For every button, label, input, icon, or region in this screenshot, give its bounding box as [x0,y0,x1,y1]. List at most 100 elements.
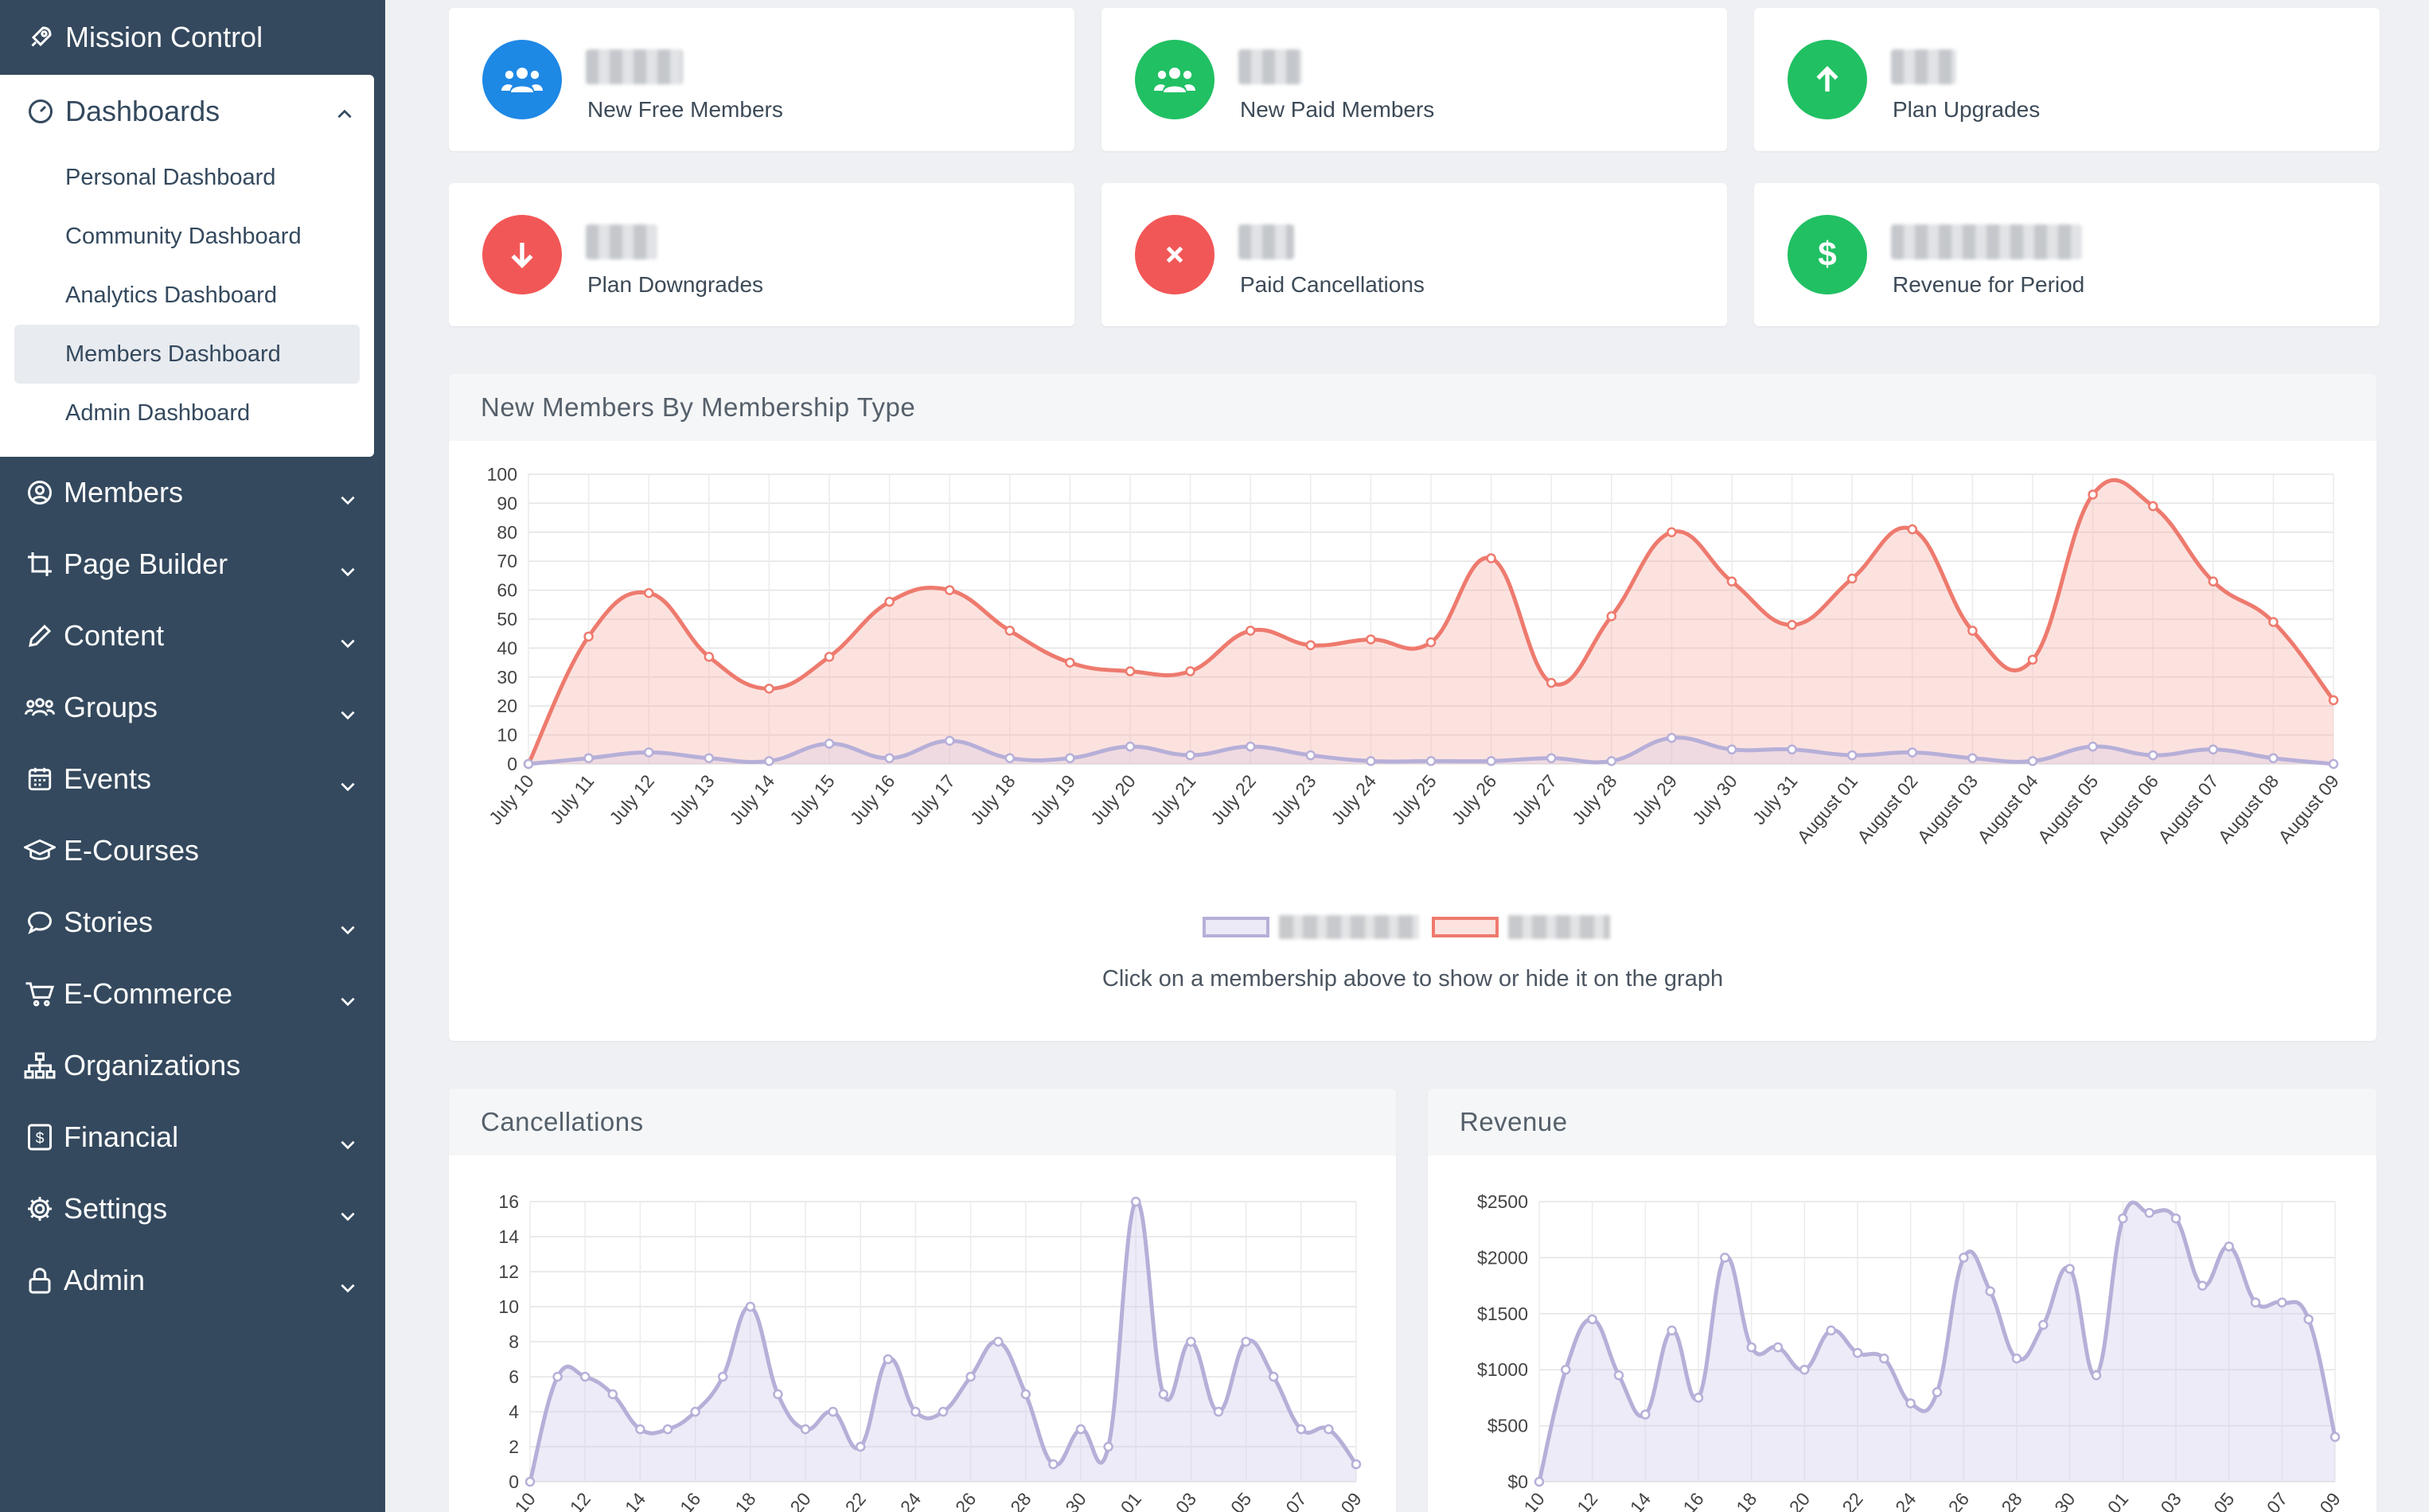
data-point[interactable] [944,585,955,595]
data-point[interactable] [1048,1459,1059,1470]
data-point[interactable] [764,756,774,766]
sidebar-item-e-commerce[interactable]: E-Commerce [0,958,385,1030]
data-point[interactable] [1065,657,1075,668]
data-point[interactable] [2038,1319,2049,1331]
data-point[interactable] [607,1389,618,1400]
data-point[interactable] [2328,758,2339,770]
data-point[interactable] [643,587,654,598]
data-point[interactable] [1606,611,1617,622]
data-point[interactable] [1158,1389,1169,1400]
data-point[interactable] [704,652,715,662]
data-point[interactable] [1245,741,1256,752]
data-point[interactable] [662,1424,673,1435]
data-point[interactable] [1787,744,1797,755]
data-point[interactable] [2027,756,2038,766]
data-point[interactable] [1907,524,1918,535]
data-point[interactable] [1852,1347,1863,1358]
data-point[interactable] [1905,1398,1916,1409]
sidebar-item-e-courses[interactable]: E-Courses [0,815,385,887]
data-point[interactable] [2224,1241,2234,1252]
data-point[interactable] [2147,501,2158,512]
sidebar-item-members[interactable]: Members [0,457,385,528]
data-point[interactable] [1185,750,1195,761]
data-point[interactable] [1268,1371,1279,1382]
data-point[interactable] [1004,625,1016,636]
data-point[interactable] [1932,1387,1943,1397]
data-point[interactable] [1324,1424,1334,1435]
data-point[interactable] [583,631,594,642]
data-point[interactable] [1726,576,1737,586]
stat-card-plan-upgrades[interactable]: Plan Upgrades [1754,8,2380,151]
sidebar-item-content[interactable]: Content [0,600,385,672]
legend-swatch-free[interactable] [1203,917,1269,937]
sidebar-item-dashboards[interactable]: Dashboards [0,75,374,148]
data-point[interactable] [2208,744,2219,755]
data-point[interactable] [2170,1213,2181,1224]
data-point[interactable] [2064,1264,2075,1274]
data-point[interactable] [1640,1409,1651,1420]
data-point[interactable] [2303,1314,2314,1325]
sidebar-item-groups[interactable]: Groups [0,672,385,743]
sidebar-sub-admin-dashboard[interactable]: Admin Dashboard [65,399,251,426]
data-point[interactable] [524,1476,536,1487]
data-point[interactable] [1486,553,1496,563]
data-point[interactable] [938,1406,949,1417]
data-point[interactable] [1726,744,1737,755]
data-point[interactable] [745,1301,756,1312]
data-point[interactable] [1606,756,1617,766]
data-point[interactable] [1826,1325,1836,1336]
data-point[interactable] [1351,1459,1362,1470]
data-point[interactable] [1245,625,1256,636]
stat-card-paid-cancellations[interactable]: Paid Cancellations [1101,183,1727,326]
data-point[interactable] [824,738,835,749]
data-point[interactable] [1959,1253,1969,1263]
data-point[interactable] [1366,634,1376,645]
data-point[interactable] [2027,654,2038,665]
data-point[interactable] [1213,1406,1224,1417]
data-point[interactable] [2197,1280,2208,1291]
sidebar-sub-analytics-dashboard[interactable]: Analytics Dashboard [65,282,277,308]
data-point[interactable] [2268,617,2279,627]
data-point[interactable] [2147,750,2158,761]
sidebar-item-admin[interactable]: Admin [0,1245,385,1316]
data-point[interactable] [1305,640,1316,651]
data-point[interactable] [2250,1297,2261,1307]
brand[interactable]: Mission Control [0,0,385,75]
data-point[interactable] [1534,1476,1545,1487]
data-point[interactable] [635,1424,645,1435]
sidebar-item-page-builder[interactable]: Page Builder [0,528,385,600]
data-point[interactable] [773,1389,783,1400]
data-point[interactable] [2208,576,2219,586]
data-point[interactable] [1667,527,1677,538]
data-point[interactable] [1787,620,1797,630]
data-point[interactable] [1613,1370,1624,1381]
data-point[interactable] [883,1354,894,1365]
stat-card-revenue-for-period[interactable]: $ Revenue for Period [1754,183,2380,326]
data-point[interactable] [552,1371,563,1382]
legend-swatch-paid[interactable] [1432,917,1499,937]
sidebar-item-stories[interactable]: Stories [0,887,385,958]
data-point[interactable] [992,1336,1004,1347]
data-point[interactable] [800,1424,811,1435]
data-point[interactable] [1546,753,1557,763]
data-point[interactable] [643,747,654,758]
data-point[interactable] [1186,1336,1196,1347]
data-point[interactable] [1103,1441,1113,1452]
data-point[interactable] [583,753,594,763]
data-point[interactable] [1296,1424,1307,1435]
stat-card-new-paid-members[interactable]: New Paid Members [1101,8,1727,151]
data-point[interactable] [1846,750,1858,761]
data-point[interactable] [2118,1213,2128,1224]
sidebar-item-financial[interactable]: $ Financial [0,1101,385,1173]
data-point[interactable] [884,753,895,763]
data-point[interactable] [1020,1389,1031,1400]
data-point[interactable] [523,758,534,770]
sidebar-item-settings[interactable]: Settings [0,1173,385,1245]
data-point[interactable] [2011,1353,2022,1364]
sidebar-sub-personal-dashboard[interactable]: Personal Dashboard [65,164,276,190]
data-point[interactable] [2088,741,2098,752]
data-point[interactable] [1486,756,1496,766]
data-point[interactable] [965,1371,976,1382]
data-point[interactable] [910,1406,921,1417]
data-point[interactable] [884,596,895,607]
